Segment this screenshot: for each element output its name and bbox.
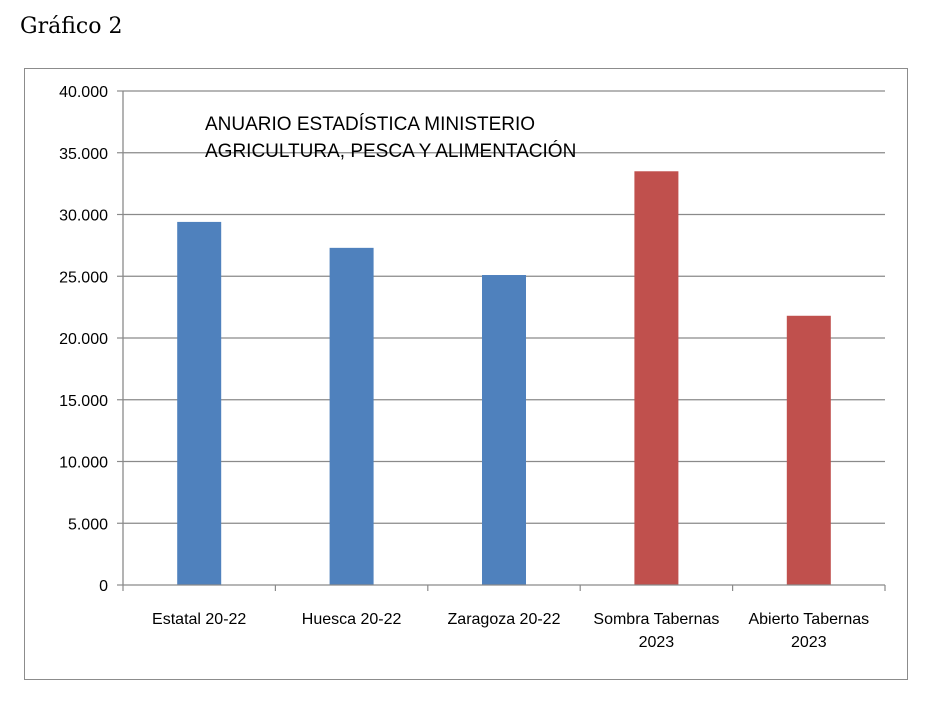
x-axis-labels: Estatal 20-22 Huesca 20-22 Zaragoza 20-22 S… <box>152 611 869 651</box>
y-tick-label: 5.000 <box>68 516 108 533</box>
y-tick-label: 35.000 <box>59 146 108 163</box>
chart-frame <box>24 68 908 680</box>
y-tick-label: 10.000 <box>59 455 108 472</box>
bar <box>177 221 222 585</box>
x-tick-label: Huesca 20-22 <box>302 611 402 628</box>
y-tick-label: 30.000 <box>59 208 108 225</box>
y-tick-label: 0 <box>99 578 108 595</box>
bar <box>482 275 526 585</box>
x-tick-label: 2023 <box>791 634 827 651</box>
x-tick-label: 2023 <box>639 634 675 651</box>
annotation: ANUARIO ESTADÍSTICA MINISTERIO AGRICULTUR… <box>205 114 576 162</box>
y-tick-label: 20.000 <box>59 331 108 348</box>
figure-caption: Gráfico 2 <box>20 14 123 39</box>
bar <box>634 171 679 585</box>
y-tick-label: 40.000 <box>59 84 108 101</box>
bar <box>329 247 374 585</box>
axes <box>122 91 886 591</box>
x-tick-label: Abierto Tabernas <box>748 611 869 628</box>
bar <box>786 315 831 585</box>
x-tick-label: Sombra Tabernas <box>593 611 719 628</box>
bars <box>177 171 831 585</box>
x-tick-label: Zaragoza 20-22 <box>448 611 561 628</box>
y-tick-label: 15.000 <box>59 393 108 410</box>
annotation-line: ANUARIO ESTADÍSTICA MINISTERIO <box>205 114 535 135</box>
annotation-line: AGRICULTURA, PESCA Y ALIMENTACIÓN <box>205 140 576 162</box>
y-tick-label: 25.000 <box>59 269 108 286</box>
y-axis-labels: 0 5.000 10.000 15.000 20.000 25.000 30.000 35.0… <box>59 84 108 595</box>
x-tick-label: Estatal 20-22 <box>152 611 246 628</box>
